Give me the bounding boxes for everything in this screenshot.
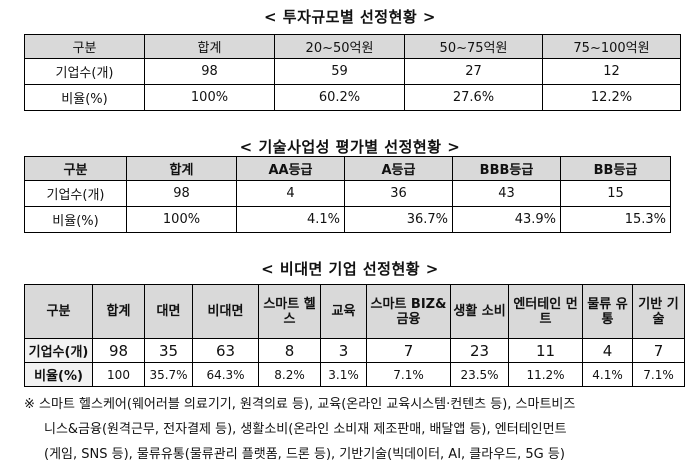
header-cell: 합계 xyxy=(92,284,145,339)
header-cell: BB등급 xyxy=(560,156,671,181)
table-row: 기업수(개) 98 4 36 43 15 xyxy=(24,180,671,207)
header-cell: A등급 xyxy=(344,156,453,181)
table-header-row: 구분 합계 20~50억원 50~75억원 75~100억원 xyxy=(24,34,681,59)
table-cell: 11 xyxy=(508,338,583,363)
header-cell: 구분 xyxy=(24,284,93,339)
table-cell: 35 xyxy=(144,338,193,363)
table-cell: 98 xyxy=(144,58,275,85)
header-cell: 기반 기술 xyxy=(632,284,685,339)
header-cell: 50~75억원 xyxy=(404,34,543,59)
header-cell: 합계 xyxy=(126,156,237,181)
table-header-row: 구분 합계 대면 비대면 스마트 헬스 교육 스마트 BIZ&금융 생활 소비 … xyxy=(24,284,685,339)
footnote-line: 니스&금융(원격근무, 전자결제 등), 생활소비(온라인 소비재 제조판매, … xyxy=(44,422,567,437)
table-row: 기업수(개) 98 59 27 12 xyxy=(24,58,681,85)
table-cell: 43 xyxy=(452,180,561,207)
table-cell: 35.7% xyxy=(144,362,193,387)
table-header-row: 구분 합계 AA등급 A등급 BBB등급 BB등급 xyxy=(24,156,671,181)
row-label: 기업수(개) xyxy=(24,58,145,85)
row-label: 기업수(개) xyxy=(24,338,93,363)
footnote-line: ※ 스마트 헬스케어(웨어러블 의료기기, 원격의료 등), 교육(온라인 교육… xyxy=(24,397,576,412)
table-cell: 100% xyxy=(144,84,275,111)
header-cell: 교육 xyxy=(320,284,367,339)
header-cell: 생활 소비 xyxy=(450,284,509,339)
table-cell: 3.1% xyxy=(320,362,367,387)
table-cell: 7.1% xyxy=(632,362,685,387)
table-cell: 27.6% xyxy=(404,84,543,111)
table-cell: 15 xyxy=(560,180,671,207)
table-cell: 43.9% xyxy=(452,206,561,233)
table-cell: 4.1% xyxy=(236,206,345,233)
row-label: 비율(%) xyxy=(24,206,127,233)
header-cell: 비대면 xyxy=(192,284,259,339)
table-cell: 4.1% xyxy=(582,362,633,387)
table-cell: 23.5% xyxy=(450,362,509,387)
investment-scale-title: < 투자규모별 선정현황 > xyxy=(263,8,436,26)
header-cell: AA등급 xyxy=(236,156,345,181)
row-label: 비율(%) xyxy=(24,362,93,387)
table-cell: 60.2% xyxy=(274,84,405,111)
row-label: 비율(%) xyxy=(24,84,145,111)
table-cell: 36 xyxy=(344,180,453,207)
table-cell: 4 xyxy=(582,338,633,363)
header-cell: 구분 xyxy=(24,34,145,59)
header-cell: 합계 xyxy=(144,34,275,59)
footnote-line: (게임, SNS 등), 물류유통(물류관리 플랫폼, 드론 등), 기반기술(… xyxy=(44,447,565,462)
header-cell: 구분 xyxy=(24,156,127,181)
untact-company-title: < 비대면 기업 선정현황 > xyxy=(261,260,439,278)
table-cell: 12 xyxy=(542,58,681,85)
header-cell: 스마트 BIZ&금융 xyxy=(366,284,451,339)
header-cell: 대면 xyxy=(144,284,193,339)
table-cell: 4 xyxy=(236,180,345,207)
tech-evaluation-table: 구분 합계 AA등급 A등급 BBB등급 BB등급 기업수(개) 98 4 36… xyxy=(24,156,671,233)
table-cell: 3 xyxy=(320,338,367,363)
table-cell: 63 xyxy=(192,338,259,363)
header-cell: 물류 유통 xyxy=(582,284,633,339)
table-cell: 100% xyxy=(126,206,237,233)
header-cell: 엔터테인 먼트 xyxy=(508,284,583,339)
table-cell: 7 xyxy=(632,338,685,363)
table-cell: 8 xyxy=(258,338,321,363)
table-row: 기업수(개) 98 35 63 8 3 7 23 11 4 7 xyxy=(24,338,685,363)
table-cell: 7.1% xyxy=(366,362,451,387)
footnote: ※ 스마트 헬스케어(웨어러블 의료기기, 원격의료 등), 교육(온라인 교육… xyxy=(24,392,684,467)
table-cell: 98 xyxy=(92,338,145,363)
table-cell: 98 xyxy=(126,180,237,207)
table-cell: 23 xyxy=(450,338,509,363)
table-row: 비율(%) 100% 60.2% 27.6% 12.2% xyxy=(24,84,681,111)
table-cell: 11.2% xyxy=(508,362,583,387)
table-cell: 36.7% xyxy=(344,206,453,233)
table-cell: 7 xyxy=(366,338,451,363)
header-cell: 스마트 헬스 xyxy=(258,284,321,339)
tech-evaluation-title: < 기술사업성 평가별 선정현황 > xyxy=(239,138,461,156)
header-cell: BBB등급 xyxy=(452,156,561,181)
table-cell: 27 xyxy=(404,58,543,85)
table-row: 비율(%) 100 35.7% 64.3% 8.2% 3.1% 7.1% 23.… xyxy=(24,362,685,387)
investment-scale-table: 구분 합계 20~50억원 50~75억원 75~100억원 기업수(개) 98… xyxy=(24,34,681,111)
table-row: 비율(%) 100% 4.1% 36.7% 43.9% 15.3% xyxy=(24,206,671,233)
header-cell: 20~50억원 xyxy=(274,34,405,59)
untact-company-table: 구분 합계 대면 비대면 스마트 헬스 교육 스마트 BIZ&금융 생활 소비 … xyxy=(24,284,685,387)
table-cell: 64.3% xyxy=(192,362,259,387)
row-label: 기업수(개) xyxy=(24,180,127,207)
header-cell: 75~100억원 xyxy=(542,34,681,59)
table-cell: 15.3% xyxy=(560,206,671,233)
table-cell: 100 xyxy=(92,362,145,387)
table-cell: 8.2% xyxy=(258,362,321,387)
table-cell: 12.2% xyxy=(542,84,681,111)
table-cell: 59 xyxy=(274,58,405,85)
